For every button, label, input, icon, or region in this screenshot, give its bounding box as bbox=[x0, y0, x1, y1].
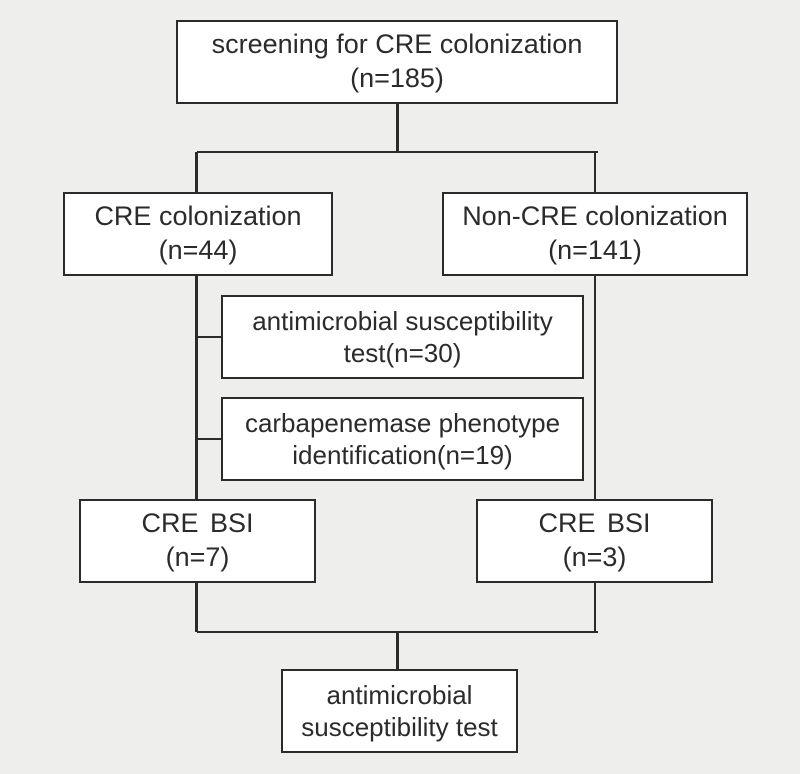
node-bsi-left: CRE BSI (n=7) bbox=[79, 499, 316, 583]
node-screening-line2: (n=185) bbox=[350, 62, 444, 96]
node-ast1-line1: antimicrobial susceptibility bbox=[252, 305, 553, 338]
conn-screening-down bbox=[396, 104, 399, 152]
conn-bsi-left-down bbox=[195, 583, 198, 632]
conn-bsi-right-down bbox=[594, 583, 597, 632]
node-ast2-line1: antimicrobial bbox=[327, 679, 473, 712]
conn-top-split-right bbox=[594, 152, 597, 192]
node-ast1-line2: test(n=30) bbox=[344, 337, 462, 370]
node-screening-line1: screening for CRE colonization bbox=[212, 28, 583, 62]
node-cre-colonization-line2: (n=44) bbox=[159, 234, 238, 268]
node-carbapenemase-line2: identification(n=19) bbox=[292, 439, 512, 472]
node-bsi-left-line2: (n=7) bbox=[166, 541, 230, 575]
node-bsi-right: CRE BSI (n=3) bbox=[476, 499, 713, 583]
node-ast1: antimicrobial susceptibility test(n=30) bbox=[221, 295, 584, 379]
node-noncre-colonization: Non-CRE colonization (n=141) bbox=[442, 192, 748, 276]
conn-left-spine bbox=[195, 276, 198, 499]
conn-bottom-join-v bbox=[396, 632, 399, 669]
conn-right-spine bbox=[594, 276, 597, 499]
node-bsi-right-line1: CRE BSI bbox=[538, 507, 650, 541]
node-noncre-colonization-line1: Non-CRE colonization bbox=[462, 200, 728, 234]
node-cre-colonization-line1: CRE colonization bbox=[94, 200, 301, 234]
node-noncre-colonization-line2: (n=141) bbox=[548, 234, 642, 268]
node-carbapenemase: carbapenemase phenotype identification(n… bbox=[221, 397, 584, 481]
node-screening: screening for CRE colonization (n=185) bbox=[176, 20, 618, 104]
flowchart-canvas: screening for CRE colonization (n=185) C… bbox=[0, 0, 800, 774]
node-bsi-right-line2: (n=3) bbox=[563, 541, 627, 575]
node-carbapenemase-line1: carbapenemase phenotype bbox=[245, 407, 560, 440]
node-cre-colonization: CRE colonization (n=44) bbox=[63, 192, 333, 276]
node-ast2: antimicrobial susceptibility test bbox=[281, 669, 518, 753]
conn-branch-ast1 bbox=[197, 336, 222, 339]
conn-branch-carb bbox=[197, 438, 222, 441]
conn-top-split-h bbox=[197, 151, 598, 154]
node-bsi-left-line1: CRE BSI bbox=[141, 507, 253, 541]
node-ast2-line2: susceptibility test bbox=[301, 711, 498, 744]
conn-top-split-left bbox=[195, 152, 198, 192]
